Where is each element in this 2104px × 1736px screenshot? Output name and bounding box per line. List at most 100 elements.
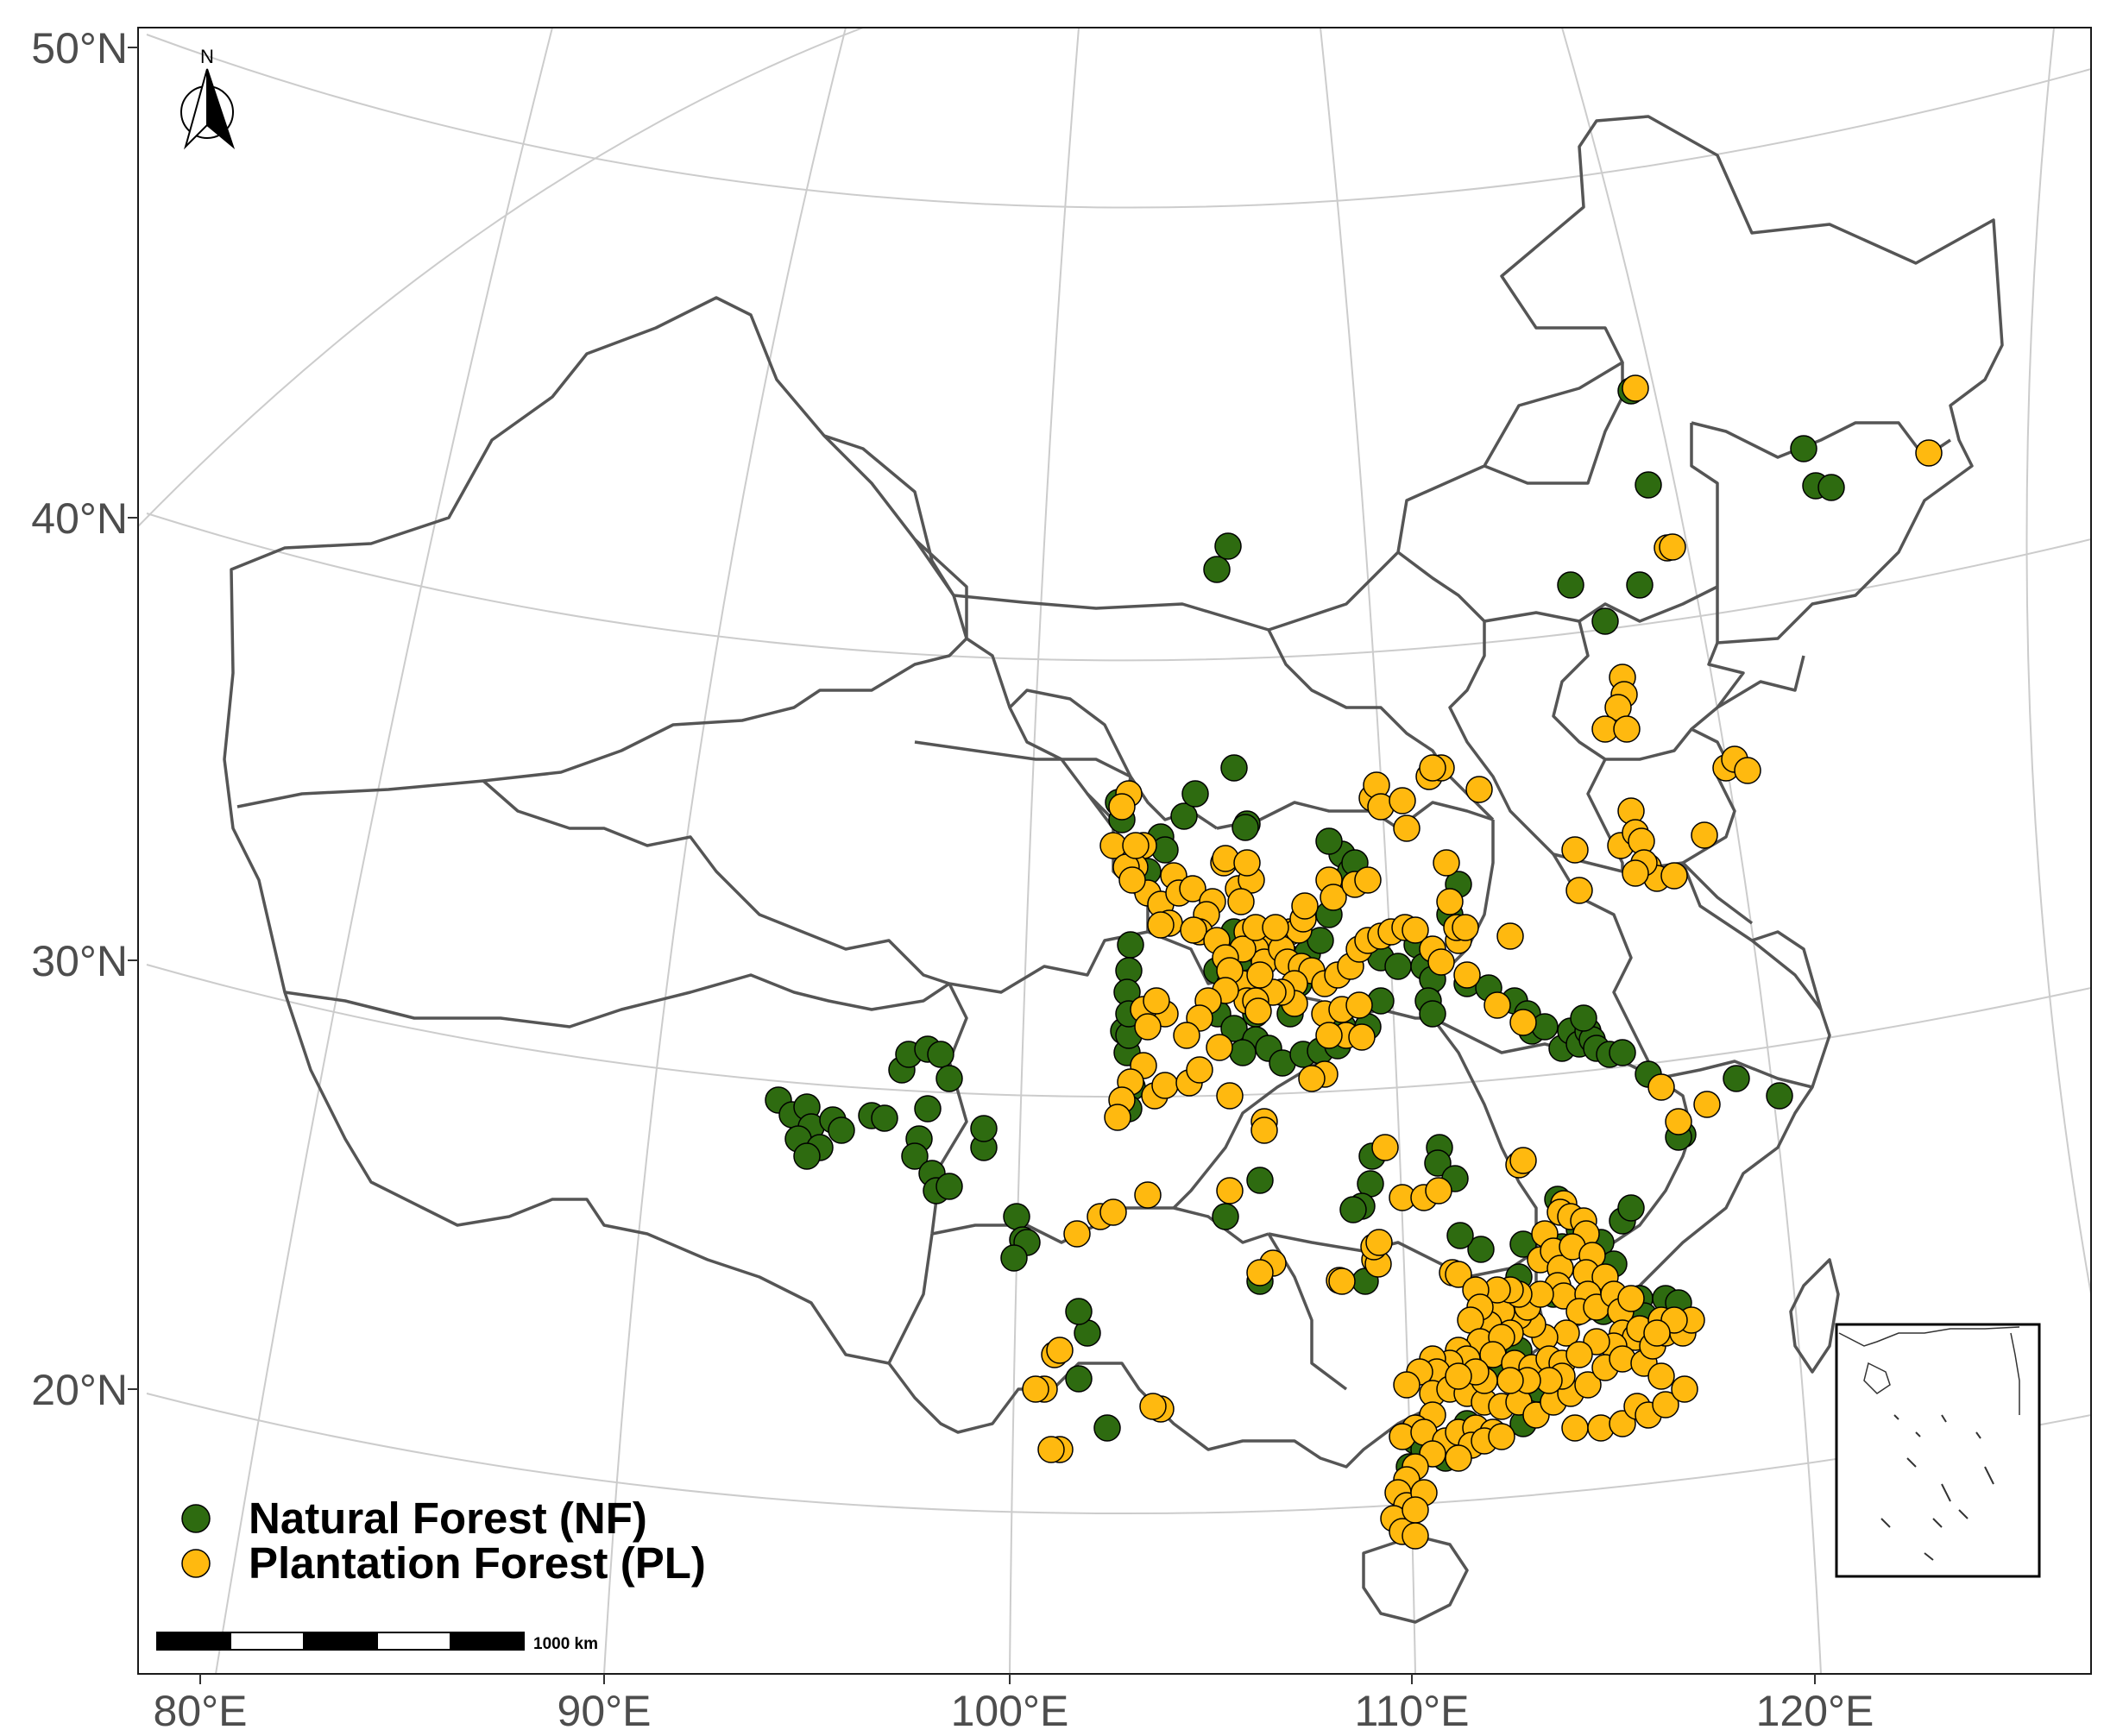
y-tick-label: 50°N bbox=[31, 24, 128, 72]
pl-point bbox=[1371, 1134, 1399, 1161]
nf-point bbox=[1170, 802, 1198, 830]
nf-point bbox=[1570, 1004, 1597, 1032]
nf-point bbox=[1723, 1065, 1750, 1092]
nf-point bbox=[1626, 571, 1654, 599]
nf-point bbox=[828, 1116, 855, 1144]
pl-point bbox=[1298, 1065, 1326, 1092]
nf-point bbox=[1817, 474, 1845, 501]
pl-point bbox=[1122, 832, 1150, 859]
legend-nf-swatch bbox=[181, 1504, 211, 1533]
pl-point bbox=[1246, 961, 1274, 989]
pl-point bbox=[1108, 793, 1136, 821]
pl-point bbox=[1665, 1108, 1692, 1135]
pl-point bbox=[1445, 1261, 1472, 1288]
pl-point bbox=[1622, 374, 1649, 402]
pl-point bbox=[1104, 1104, 1131, 1131]
nf-point bbox=[914, 1095, 942, 1123]
pl-point bbox=[1046, 1337, 1074, 1364]
nf-point bbox=[1003, 1203, 1030, 1230]
pl-point bbox=[1509, 1009, 1537, 1036]
nf-point bbox=[970, 1115, 998, 1142]
pl-point bbox=[1389, 787, 1416, 815]
pl-point bbox=[1227, 888, 1255, 915]
north-label: N bbox=[200, 46, 214, 67]
pl-point bbox=[1402, 1522, 1429, 1550]
pl-point bbox=[1320, 884, 1347, 911]
pl-point bbox=[1465, 776, 1493, 803]
legend-nf-label: Natural Forest (NF) bbox=[249, 1494, 647, 1543]
pl-point bbox=[1151, 1072, 1179, 1099]
pl-point bbox=[1250, 1116, 1278, 1144]
pl-point bbox=[1453, 961, 1481, 989]
pl-point bbox=[1402, 1496, 1429, 1524]
pl-point bbox=[1647, 1362, 1675, 1390]
pl-point bbox=[1348, 1023, 1376, 1051]
legend-pl-label: Plantation Forest (PL) bbox=[249, 1538, 706, 1588]
nf-point bbox=[1093, 1414, 1121, 1442]
north-arrow-icon: N bbox=[180, 46, 236, 150]
pl-point bbox=[1734, 757, 1761, 784]
y-tick-label: 30°N bbox=[31, 937, 128, 985]
nf-point bbox=[1617, 1194, 1645, 1222]
pl-point bbox=[1402, 916, 1429, 944]
nf-point bbox=[1232, 814, 1259, 841]
nf-point bbox=[1315, 827, 1343, 855]
pl-point bbox=[1427, 948, 1455, 976]
pl-point bbox=[1143, 987, 1170, 1015]
pl-point bbox=[1436, 888, 1464, 915]
pl-point bbox=[1561, 836, 1589, 864]
pl-point bbox=[1246, 1259, 1274, 1286]
nf-point bbox=[927, 1041, 954, 1068]
y-tick-label: 20°N bbox=[31, 1366, 128, 1414]
nf-point bbox=[1065, 1365, 1093, 1393]
pl-point bbox=[1445, 1362, 1472, 1390]
nf-point bbox=[871, 1104, 898, 1132]
nf-point bbox=[1384, 953, 1412, 980]
nf-point bbox=[1790, 435, 1817, 462]
axis-ticks bbox=[128, 47, 1816, 1684]
map-panel-frame bbox=[137, 27, 2092, 1675]
nf-point bbox=[1000, 1244, 1028, 1272]
pl-point bbox=[1445, 1444, 1472, 1472]
nf-point bbox=[1220, 754, 1248, 782]
pl-point bbox=[1186, 1056, 1213, 1084]
pl-point bbox=[1484, 991, 1511, 1019]
pl-point bbox=[1496, 1367, 1524, 1394]
nf-point bbox=[1635, 471, 1662, 499]
nf-point bbox=[901, 1142, 929, 1170]
pl-point bbox=[1660, 862, 1688, 890]
pl-point bbox=[1425, 1177, 1452, 1205]
pl-point bbox=[1488, 1423, 1515, 1450]
pl-point bbox=[1509, 1147, 1537, 1174]
pl-point bbox=[1691, 821, 1718, 849]
nf-point bbox=[1339, 1196, 1367, 1223]
pl-point bbox=[1915, 439, 1943, 467]
pl-point bbox=[1180, 916, 1207, 944]
nf-point bbox=[1117, 931, 1144, 959]
x-tick-label: 100°E bbox=[951, 1687, 1069, 1735]
china-outline bbox=[223, 115, 2004, 1469]
nf-point bbox=[1065, 1298, 1093, 1325]
pl-point bbox=[1452, 914, 1479, 941]
taiwan-outline bbox=[1789, 1258, 1840, 1374]
pl-point bbox=[1647, 1073, 1675, 1101]
pl-point bbox=[1659, 533, 1686, 561]
nf-point bbox=[1446, 1222, 1474, 1249]
pl-point bbox=[1099, 1198, 1127, 1226]
pl-point bbox=[1206, 1034, 1233, 1061]
pl-point bbox=[1565, 1341, 1593, 1368]
pl-point bbox=[1179, 875, 1206, 903]
pl-point bbox=[1652, 1391, 1679, 1418]
pl-point bbox=[1365, 1229, 1393, 1256]
pl-point bbox=[1561, 1414, 1589, 1442]
pl-point bbox=[1037, 1436, 1065, 1463]
pl-point bbox=[1643, 1319, 1671, 1347]
nf-point bbox=[1203, 556, 1231, 583]
nf-point bbox=[1424, 1149, 1452, 1177]
pl-point bbox=[1233, 849, 1261, 877]
pl-point bbox=[1393, 1371, 1421, 1399]
pl-point bbox=[1315, 1022, 1343, 1049]
pl-point bbox=[1354, 866, 1382, 894]
pl-point bbox=[1147, 911, 1175, 939]
